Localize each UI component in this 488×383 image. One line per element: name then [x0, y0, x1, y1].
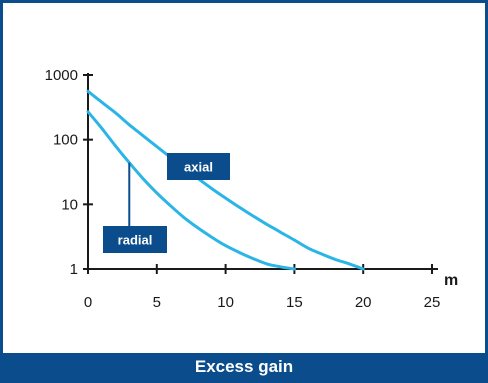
curve-axial: [86, 89, 365, 271]
callout-box-radial: [103, 226, 167, 253]
chart-caption: Excess gain: [3, 353, 485, 380]
y-tick-label: 10: [61, 196, 78, 213]
x-tick-label: 20: [355, 294, 372, 311]
x-tick-label: 15: [286, 294, 303, 311]
x-tick-label: 5: [153, 294, 161, 311]
y-tick-label: 1000: [45, 67, 78, 84]
x-tick-label: 10: [217, 294, 234, 311]
callout-label-radial: radial: [118, 233, 153, 248]
callouts: axial radial: [103, 153, 230, 253]
x-axis-unit-label: m: [444, 272, 458, 289]
curve-radial: [86, 110, 296, 271]
x-tick-label: 0: [84, 294, 92, 311]
excess-gain-chart: axial radial 1 10 100 1000 0 5 10 15 20 25m: [45, 67, 459, 311]
axes: [83, 73, 438, 274]
curves: [86, 89, 365, 271]
callout-label-axial: axial: [184, 160, 213, 175]
tick-labels: 1 10 100 1000 0 5 10 15 20 25m: [45, 67, 459, 311]
callout-box-axial: [167, 153, 230, 180]
y-tick-label: 1: [70, 261, 78, 278]
y-tick-label: 100: [53, 132, 78, 149]
x-tick-label: 25: [424, 294, 441, 311]
